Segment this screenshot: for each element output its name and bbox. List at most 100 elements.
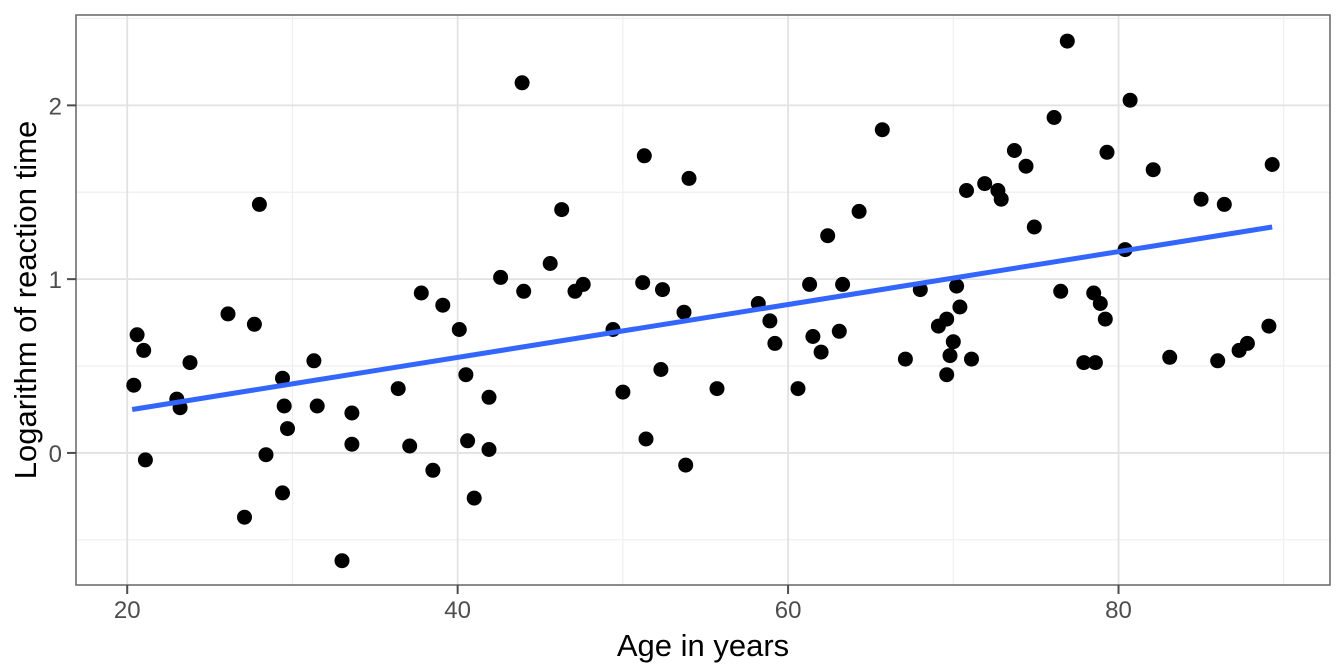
data-point [1193, 191, 1209, 207]
data-point [493, 269, 509, 285]
x-tick-label: 60 [775, 597, 802, 624]
data-point [514, 75, 530, 91]
data-point [952, 299, 968, 315]
y-axis-title: Logarithm of reaction time [8, 121, 43, 479]
data-point [1059, 33, 1075, 49]
data-point [481, 442, 497, 457]
data-point [390, 381, 406, 397]
data-point [276, 398, 292, 414]
data-point [939, 367, 955, 383]
data-point [767, 335, 783, 351]
data-point [220, 306, 236, 322]
data-point [942, 348, 958, 364]
data-point [851, 203, 867, 219]
data-point [542, 256, 558, 271]
data-point [945, 334, 961, 350]
data-point [638, 431, 654, 447]
data-point [136, 342, 152, 358]
data-point [655, 282, 670, 298]
data-point [1261, 318, 1277, 334]
data-point [993, 191, 1009, 207]
data-point [835, 276, 851, 292]
data-point [402, 438, 418, 454]
data-point [1006, 143, 1022, 158]
minor-gridlines [76, 15, 1330, 585]
data-point [309, 398, 325, 414]
data-point [959, 183, 974, 198]
data-point [831, 323, 847, 339]
data-point [451, 322, 467, 337]
y-tick-labels: 0 1 2 [49, 93, 62, 468]
major-gridlines [76, 15, 1330, 585]
data-point [1046, 110, 1062, 125]
data-point [466, 490, 482, 506]
data-point [615, 384, 631, 400]
data-point [126, 377, 142, 393]
data-point [939, 311, 955, 327]
data-point [516, 283, 532, 299]
data-point [949, 278, 965, 294]
data-point [275, 485, 290, 501]
y-tick-label: 2 [49, 93, 62, 120]
data-point [1162, 349, 1178, 365]
data-point [246, 316, 262, 332]
data-point [334, 553, 350, 569]
data-point [762, 313, 778, 329]
data-point [1210, 353, 1226, 369]
regression-line [131, 224, 1273, 412]
data-point [805, 329, 821, 344]
data-point [681, 170, 697, 186]
data-point [258, 447, 274, 463]
data-point [413, 285, 429, 301]
data-point [874, 122, 890, 138]
data-point [820, 228, 836, 244]
data-point [653, 362, 669, 377]
data-point [460, 433, 476, 449]
y-tick-label: 0 [49, 441, 62, 468]
data-point [344, 405, 360, 421]
data-point [481, 389, 497, 405]
x-axis-title: Age in years [617, 628, 789, 663]
data-point [1216, 196, 1232, 212]
x-tick-label: 20 [114, 597, 141, 624]
x-tick-label: 40 [444, 597, 471, 624]
data-point [425, 462, 441, 478]
data-point [554, 202, 570, 218]
data-point [1018, 158, 1034, 174]
data-point [897, 351, 913, 367]
data-point [280, 421, 295, 437]
plot-panel [76, 15, 1330, 585]
data-point [802, 276, 818, 292]
data-point [1053, 283, 1069, 299]
x-tick-labels: 20 40 60 80 [114, 597, 1132, 624]
data-point [676, 304, 692, 320]
data-point [435, 297, 451, 313]
data-point [1122, 92, 1138, 108]
data-point [964, 351, 979, 367]
data-point [237, 509, 252, 525]
data-point [1026, 219, 1042, 235]
data-point [790, 381, 806, 397]
data-point [1087, 355, 1103, 371]
data-point [182, 355, 198, 371]
data-point [1264, 157, 1280, 172]
data-point [129, 327, 145, 343]
data-point [709, 381, 725, 397]
data-point [344, 436, 360, 452]
data-point [251, 196, 267, 212]
data-point [1239, 335, 1255, 351]
x-tick-label: 80 [1105, 597, 1132, 624]
axis-ticks [67, 104, 1120, 594]
panel-border [75, 14, 1331, 586]
data-point [275, 370, 290, 386]
data-point [575, 276, 591, 292]
data-point [678, 457, 694, 473]
data-point [977, 176, 993, 192]
data-point [458, 367, 474, 383]
data-point [137, 452, 153, 468]
data-point [1076, 355, 1092, 371]
data-point [635, 275, 651, 291]
data-point [1092, 296, 1108, 311]
